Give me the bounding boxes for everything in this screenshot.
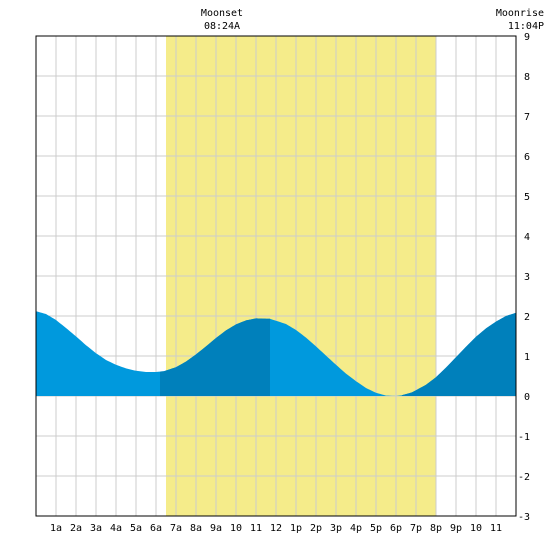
moonrise-time: 11:04P [508, 21, 544, 32]
x-tick-label: 8p [430, 523, 442, 534]
x-tick-label: 4a [110, 523, 122, 534]
x-tick-label: 5a [130, 523, 142, 534]
x-tick-label: 11 [250, 523, 262, 534]
y-tick-label: 6 [524, 152, 530, 163]
x-tick-label: 6p [390, 523, 402, 534]
x-tick-label: 2a [70, 523, 82, 534]
x-tick-label: 2p [310, 523, 322, 534]
moon-event-labels: Moonset 08:24A Moonrise 11:04P [201, 8, 544, 32]
x-tick-label: 11 [490, 523, 502, 534]
y-tick-label: 7 [524, 112, 530, 123]
frame-layer [35, 35, 517, 517]
x-tick-label: 4p [350, 523, 362, 534]
grid-layer [36, 36, 516, 516]
y-tick-label: 1 [524, 352, 530, 363]
tide-area-shaded [160, 318, 270, 396]
x-tick-labels: 1a 2a 3a 4a 5a 6a 7a 8a 9a 10 11 12 1p 2p 3p 4p 5p 6p 7p 8p… [50, 523, 502, 534]
x-tick-label: 1p [290, 523, 302, 534]
y-tick-label: 4 [524, 232, 530, 243]
x-tick-label: 3a [90, 523, 102, 534]
moonset-label: Moonset [201, 8, 243, 19]
y-tick-label: 3 [524, 272, 530, 283]
tide-layer [36, 311, 516, 396]
x-tick-label: 9p [450, 523, 462, 534]
x-tick-label: 12 [270, 523, 282, 534]
moonset-time: 08:24A [204, 21, 240, 32]
y-tick-label: 2 [524, 312, 530, 323]
y-tick-label: 9 [524, 32, 530, 43]
x-tick-label: 8a [190, 523, 202, 534]
tide-area [36, 311, 516, 396]
x-tick-label: 9a [210, 523, 222, 534]
x-tick-label: 3p [330, 523, 342, 534]
plot-frame [35, 35, 517, 517]
y-tick-label: 0 [524, 392, 530, 403]
y-tick-labels: -3 -2 -1 0 1 2 3 4 5 6 7 8 9 [518, 32, 530, 523]
y-tick-label: 8 [524, 72, 530, 83]
x-tick-label: 5p [370, 523, 382, 534]
x-tick-label: 6a [150, 523, 162, 534]
tide-area-shaded [402, 312, 516, 396]
x-tick-label: 10 [470, 523, 482, 534]
y-tick-label: -2 [518, 472, 530, 483]
x-tick-label: 1a [50, 523, 62, 534]
moonrise-label: Moonrise [496, 8, 544, 19]
y-tick-label: -1 [518, 432, 530, 443]
y-tick-label: 5 [524, 192, 530, 203]
x-tick-label: 7a [170, 523, 182, 534]
x-tick-label: 7p [410, 523, 422, 534]
y-tick-label: -3 [518, 512, 530, 523]
x-tick-label: 10 [230, 523, 242, 534]
